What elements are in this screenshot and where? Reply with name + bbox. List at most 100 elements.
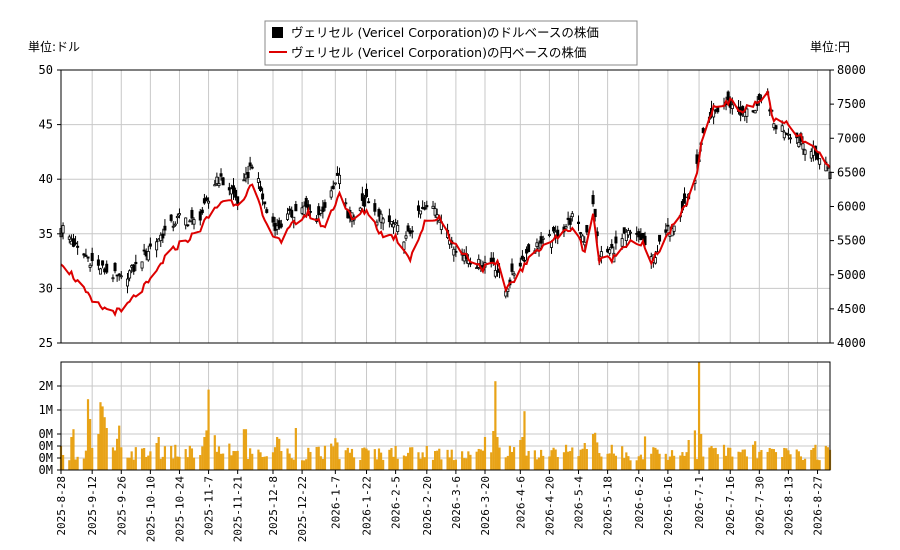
candle-body	[520, 255, 524, 260]
volume-bar	[461, 451, 464, 470]
x-tick-label: 2025-11-7	[203, 476, 216, 536]
volume-bar	[650, 453, 653, 470]
candle-body	[620, 238, 624, 247]
x-tick-label: 2026-3-6	[450, 476, 463, 529]
volume-bar	[625, 452, 628, 470]
volume-bar	[91, 447, 94, 470]
volume-bar	[88, 419, 92, 470]
volume-bar	[781, 457, 784, 470]
volume-bar	[768, 447, 771, 470]
candle-body	[404, 235, 408, 239]
candle-body	[365, 188, 369, 197]
candle-body	[599, 251, 603, 258]
candle-body	[394, 222, 398, 225]
volume-bar	[708, 447, 711, 470]
volume-bar	[217, 446, 221, 470]
volume-tick-label: 1M	[39, 403, 53, 417]
candle-body	[146, 251, 150, 261]
volume-bar	[365, 448, 368, 470]
candle-body	[171, 225, 175, 228]
volume-bar	[130, 451, 133, 470]
volume-bar	[446, 449, 449, 470]
volume-bar	[673, 455, 676, 470]
volume-bar	[423, 457, 426, 470]
volume-bar	[637, 456, 640, 470]
volume-bar	[656, 449, 659, 470]
volume-bar	[192, 457, 196, 470]
candle-body	[541, 237, 545, 240]
candle-body	[475, 267, 479, 270]
x-tick-label: 2025-10-10	[144, 476, 157, 542]
volume-bar	[246, 459, 250, 470]
volume-bar	[84, 450, 88, 470]
candle-body	[184, 217, 188, 226]
volume-bar	[149, 451, 152, 470]
volume-bar	[82, 458, 85, 470]
x-tick-label: 2026-4-20	[543, 476, 556, 536]
x-tick-label: 2025-10-24	[173, 476, 186, 543]
candle-body	[126, 278, 130, 287]
candle-body	[726, 91, 730, 101]
volume-bar	[70, 437, 73, 470]
volume-bar	[467, 451, 470, 470]
volume-bar	[186, 457, 189, 470]
candle-body	[161, 233, 165, 239]
left-tick-label: 45	[39, 118, 53, 132]
candle-body	[128, 270, 132, 279]
candle-body	[816, 153, 820, 160]
jpy-price-line	[60, 89, 831, 317]
candle-body	[263, 201, 267, 205]
candle-body	[780, 125, 784, 132]
volume-bar	[199, 455, 202, 470]
x-tick-label: 2026-5-4	[573, 476, 586, 529]
x-tick-label: 2026-2-20	[421, 476, 434, 536]
volume-bar	[315, 446, 318, 470]
volume-bar	[300, 460, 304, 470]
volume-bar	[737, 451, 740, 470]
candle-body	[204, 197, 208, 201]
candle-body	[271, 216, 275, 223]
volume-bar	[190, 448, 194, 470]
volume-bar	[265, 456, 268, 470]
x-tick-label: 2026-4-6	[514, 476, 527, 529]
volume-bar	[714, 447, 717, 470]
volume-bar	[683, 455, 686, 470]
volume-bar	[727, 447, 730, 470]
volume-bar	[434, 451, 437, 470]
volume-bar	[203, 437, 206, 470]
volume-bar	[810, 449, 813, 470]
left-tick-label: 25	[39, 336, 53, 350]
legend: ヴェリセル (Vericel Corporation)のドルベースの株価 ヴェリ…	[264, 20, 638, 66]
volume-bar	[271, 452, 275, 470]
right-axis-ticks: 4000 4500 5000 5500 6000 6500 7000 7500 8000	[830, 63, 866, 350]
candle-body	[331, 185, 335, 190]
volume-bar	[111, 447, 115, 470]
volume-tick-label: 0M	[39, 427, 53, 441]
volume-bar	[814, 444, 817, 470]
volume-bar	[436, 450, 439, 470]
volume-bar	[236, 450, 239, 470]
candle-body	[173, 223, 177, 226]
x-tick-label: 2025-9-12	[86, 476, 99, 536]
candle-body	[169, 214, 173, 221]
candle-body	[86, 256, 90, 259]
candle-body	[570, 213, 574, 218]
volume-bar	[259, 452, 262, 470]
volume-bar	[163, 446, 167, 470]
candle-body	[329, 190, 333, 198]
candle-body	[304, 197, 308, 208]
volume-bar	[161, 456, 164, 470]
volume-bar	[219, 453, 223, 470]
volume-bar	[785, 448, 788, 470]
candle-body	[259, 186, 263, 191]
x-tick-label: 2026-1-7	[329, 476, 342, 529]
candle-body	[666, 224, 670, 227]
volume-bar	[242, 429, 245, 470]
right-tick-label: 4000	[837, 336, 866, 350]
candle-body	[202, 198, 206, 204]
volume-bar	[756, 458, 759, 470]
candle-body	[67, 236, 71, 240]
volume-bar	[201, 446, 204, 470]
candle-body	[381, 218, 385, 224]
volume-bar	[635, 460, 638, 470]
